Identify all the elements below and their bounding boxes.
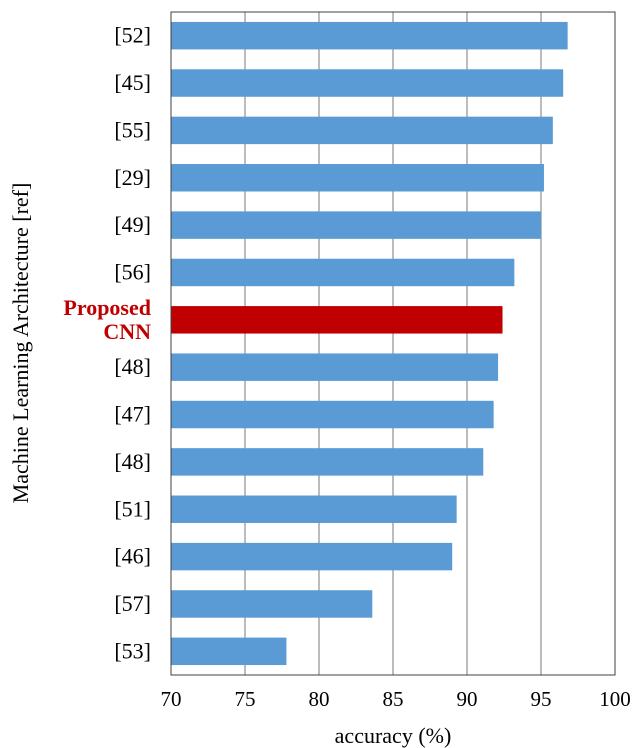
category-label: [51] — [114, 496, 151, 521]
bar — [171, 495, 457, 523]
bar — [171, 164, 544, 192]
plot-frame — [170, 11, 616, 676]
bar — [171, 116, 553, 145]
category-label: [52] — [114, 23, 151, 48]
grid-lines — [244, 12, 542, 675]
x-tick-label: 85 — [383, 687, 404, 711]
x-tick-label: 90 — [457, 687, 478, 711]
category-label: [56] — [114, 259, 151, 284]
x-tick-label: 80 — [309, 687, 330, 711]
category-label: [45] — [114, 70, 151, 95]
x-tick-label: 95 — [531, 687, 552, 711]
x-tick-label: 75 — [235, 687, 256, 711]
category-label: [49] — [114, 212, 151, 237]
bar — [171, 637, 287, 666]
category-label: [55] — [114, 117, 151, 142]
x-tick-labels: 70 75 80 85 90 95 100 — [161, 687, 631, 711]
bar — [171, 353, 499, 381]
category-label: [47] — [114, 402, 151, 427]
category-label: [53] — [114, 638, 151, 663]
bar-proposed-cnn — [171, 306, 503, 334]
bar — [171, 21, 568, 50]
category-labels: [52] [45] [55] [29] [49] [56] Proposed CNN [48] [… — [63, 23, 151, 664]
x-axis-title: accuracy (%) — [335, 723, 452, 748]
category-label: [46] — [114, 544, 151, 569]
y-axis-title: Machine Learning Architecture [ref] — [8, 183, 33, 504]
category-label: [57] — [114, 591, 151, 616]
category-label: [48] — [114, 354, 151, 379]
bar — [171, 258, 515, 287]
x-tick-label: 100 — [599, 687, 631, 711]
bar — [171, 448, 484, 476]
bar — [171, 211, 541, 239]
category-label: [48] — [114, 449, 151, 474]
bar — [171, 400, 494, 429]
category-label: [29] — [114, 165, 151, 190]
bars — [171, 21, 568, 666]
x-tick-label: 70 — [161, 687, 182, 711]
bar — [171, 542, 453, 571]
bar — [171, 590, 373, 618]
bar — [171, 69, 564, 97]
category-label-proposed: Proposed CNN — [63, 295, 151, 344]
